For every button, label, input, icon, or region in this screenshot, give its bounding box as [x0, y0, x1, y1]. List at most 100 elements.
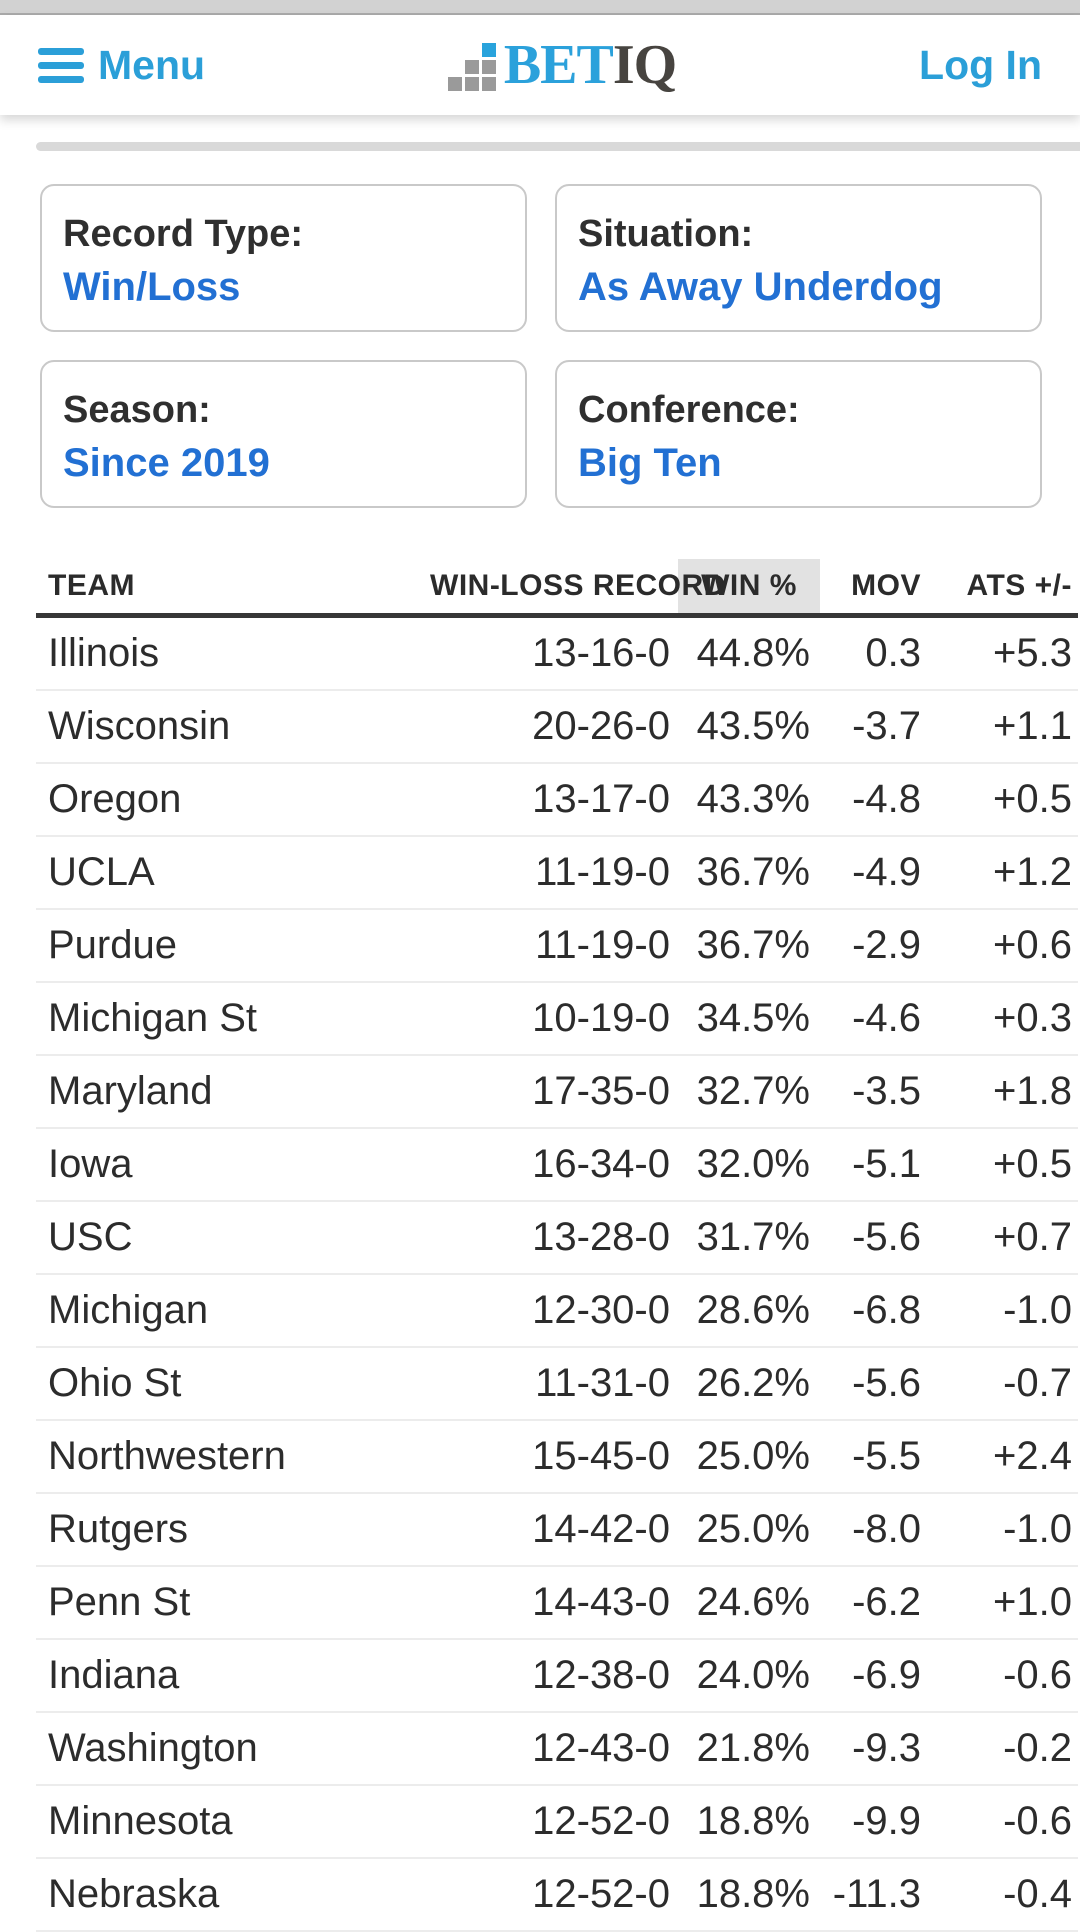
betiq-logo[interactable]: BetIQ	[447, 37, 677, 93]
filter-card-season[interactable]: Season: Since 2019	[40, 360, 527, 508]
mov-cell: -4.8	[852, 777, 921, 821]
ats-cell: -0.4	[1003, 1872, 1072, 1916]
mov-cell: -6.2	[852, 1580, 921, 1624]
ats-cell: -0.2	[1003, 1726, 1072, 1770]
logo-text: BetIQ	[504, 37, 677, 93]
team-cell: Illinois	[48, 631, 160, 675]
team-cell: Indiana	[48, 1653, 180, 1697]
record-cell: 13-28-0	[532, 1215, 670, 1259]
team-cell: Maryland	[48, 1069, 213, 1113]
record-cell: 12-52-0	[532, 1872, 670, 1916]
filter-label: Conference:	[578, 389, 800, 431]
record-cell: 13-17-0	[532, 777, 670, 821]
ats-cell: +1.0	[993, 1580, 1072, 1624]
filter-card-record-type[interactable]: Record Type: Win/Loss	[40, 184, 527, 332]
team-cell: Michigan St	[48, 996, 257, 1040]
filter-card-situation[interactable]: Situation: As Away Underdog	[555, 184, 1042, 332]
table-header: TEAM WIN-LOSS RECORD WIN % MOV ATS +/-	[36, 559, 1078, 616]
table-row: Northwestern 15-45-0 25.0% -5.5 +2.4	[36, 1420, 1078, 1493]
record-cell: 16-34-0	[532, 1142, 670, 1186]
filter-cards: Record Type: Win/Loss Situation: As Away…	[40, 184, 1042, 508]
filter-value: As Away Underdog	[578, 265, 943, 309]
record-cell: 12-52-0	[532, 1799, 670, 1843]
win-pct-cell: 36.7%	[696, 850, 810, 894]
win-pct-cell: 18.8%	[696, 1799, 810, 1843]
login-button[interactable]: Log In	[919, 41, 1042, 88]
team-stats-table: TEAM WIN-LOSS RECORD WIN % MOV ATS +/- I…	[36, 559, 1078, 1932]
ats-cell: -0.6	[1003, 1653, 1072, 1697]
team-cell: Iowa	[48, 1142, 133, 1186]
filter-label: Situation:	[578, 213, 754, 255]
ats-cell: +0.7	[993, 1215, 1072, 1259]
section-divider-bar	[36, 142, 1080, 151]
team-cell: Northwestern	[48, 1434, 286, 1478]
mov-cell: -3.7	[852, 704, 921, 748]
mov-cell: -5.6	[852, 1215, 921, 1259]
win-pct-cell: 25.0%	[696, 1507, 810, 1551]
filter-value: Big Ten	[578, 441, 722, 485]
menu-button-label: Menu	[98, 41, 206, 88]
ats-cell: +0.5	[993, 1142, 1072, 1186]
win-pct-cell: 24.0%	[696, 1653, 810, 1697]
table-row: Washington 12-43-0 21.8% -9.3 -0.2	[36, 1712, 1078, 1785]
record-cell: 11-31-0	[535, 1361, 670, 1405]
mov-cell: -9.3	[852, 1726, 921, 1770]
table-row: UCLA 11-19-0 36.7% -4.9 +1.2	[36, 836, 1078, 909]
table-row: Oregon 13-17-0 43.3% -4.8 +0.5	[36, 763, 1078, 836]
mov-cell: -8.0	[852, 1507, 921, 1551]
table-row: Iowa 16-34-0 32.0% -5.1 +0.5	[36, 1128, 1078, 1201]
win-pct-cell: 36.7%	[696, 923, 810, 967]
mov-cell: -9.9	[852, 1799, 921, 1843]
filter-label: Record Type:	[63, 213, 304, 255]
record-cell: 15-45-0	[532, 1434, 670, 1478]
win-pct-cell: 31.7%	[696, 1215, 810, 1259]
mov-cell: -6.8	[852, 1288, 921, 1332]
ats-cell: +0.6	[993, 923, 1072, 967]
table-row: Wisconsin 20-26-0 43.5% -3.7 +1.1	[36, 690, 1078, 763]
table-row: USC 13-28-0 31.7% -5.6 +0.7	[36, 1201, 1078, 1274]
table-row: Rutgers 14-42-0 25.0% -8.0 -1.0	[36, 1493, 1078, 1566]
menu-button[interactable]: Menu	[38, 42, 205, 89]
win-pct-cell: 34.5%	[696, 996, 810, 1040]
table-row: Indiana 12-38-0 24.0% -6.9 -0.6	[36, 1639, 1078, 1712]
column-header-record[interactable]: WIN-LOSS RECORD	[430, 569, 726, 602]
win-pct-cell: 32.7%	[696, 1069, 810, 1113]
win-pct-cell: 24.6%	[696, 1580, 810, 1624]
mov-cell: 0.3	[865, 631, 921, 675]
column-header-win-pct[interactable]: WIN %	[678, 559, 820, 616]
win-pct-cell: 28.6%	[696, 1288, 810, 1332]
win-pct-cell: 25.0%	[696, 1434, 810, 1478]
record-cell: 11-19-0	[535, 923, 670, 967]
status-strip	[0, 0, 1080, 15]
ats-cell: +1.8	[993, 1069, 1072, 1113]
team-cell: Minnesota	[48, 1799, 233, 1843]
team-cell: Michigan	[48, 1288, 209, 1332]
ats-cell: -1.0	[1003, 1288, 1072, 1332]
win-pct-cell: 26.2%	[696, 1361, 810, 1405]
logo-text-bet: Bet	[503, 34, 614, 96]
record-cell: 14-43-0	[532, 1580, 670, 1624]
record-cell: 12-38-0	[532, 1653, 670, 1697]
record-cell: 13-16-0	[532, 631, 670, 675]
table-row: Nebraska 12-52-0 18.8% -11.3 -0.4	[36, 1858, 1078, 1931]
mov-cell: -5.6	[852, 1361, 921, 1405]
column-header-team[interactable]: TEAM	[48, 569, 135, 602]
team-cell: Ohio St	[48, 1361, 182, 1405]
table-row: Maryland 17-35-0 32.7% -3.5 +1.8	[36, 1055, 1078, 1128]
table-row: Ohio St 11-31-0 26.2% -5.6 -0.7	[36, 1347, 1078, 1420]
win-pct-cell: 21.8%	[696, 1726, 810, 1770]
ats-cell: -0.7	[1003, 1361, 1072, 1405]
bar-chart-icon	[447, 43, 496, 91]
filter-value: Since 2019	[63, 441, 270, 485]
column-header-ats[interactable]: ATS +/-	[966, 569, 1072, 602]
ats-cell: +0.5	[993, 777, 1072, 821]
column-header-mov[interactable]: MOV	[851, 569, 921, 602]
win-pct-cell: 43.3%	[696, 777, 810, 821]
logo-text-iq: IQ	[612, 34, 677, 96]
team-cell: Purdue	[48, 923, 177, 967]
win-pct-cell: 32.0%	[696, 1142, 810, 1186]
record-cell: 11-19-0	[535, 850, 670, 894]
ats-cell: -0.6	[1003, 1799, 1072, 1843]
filter-card-conference[interactable]: Conference: Big Ten	[555, 360, 1042, 508]
record-cell: 20-26-0	[532, 704, 670, 748]
